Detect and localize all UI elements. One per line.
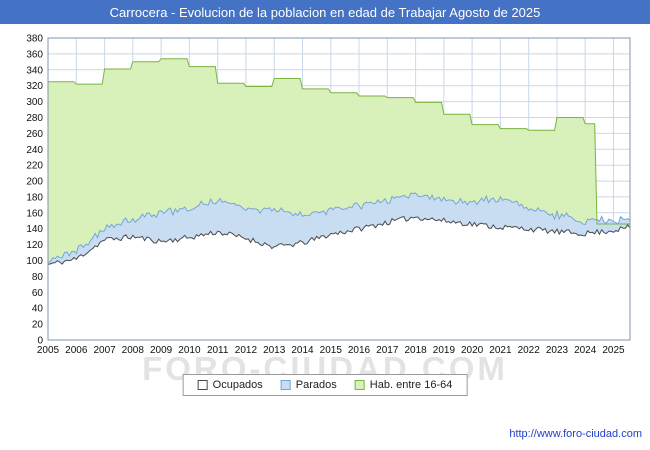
y-tick-label: 300 [26,97,43,108]
x-tick-label: 2020 [461,345,484,356]
x-tick-label: 2010 [178,345,201,356]
y-tick-label: 260 [26,129,43,140]
x-tick-label: 2023 [546,345,569,356]
x-tick-label: 2009 [150,345,173,356]
x-tick-label: 2013 [263,345,286,356]
x-tick-label: 2025 [602,345,625,356]
y-tick-label: 380 [26,34,43,45]
footer-url[interactable]: http://www.foro-ciudad.com [509,428,642,440]
x-tick-label: 2006 [65,345,88,356]
y-tick-label: 20 [32,320,44,331]
chart-svg: 0 20 40 60 80 100 120 140 160 180 200 220 240 260 280 3… [26,34,631,356]
y-tick-label: 280 [26,113,43,124]
x-tick-label: 2011 [207,345,229,356]
legend-item: Parados [280,379,337,391]
x-tick-label: 2012 [235,345,258,356]
y-tick-label: 100 [26,256,43,267]
x-tick-label: 2014 [291,345,314,356]
series-areas [48,58,630,340]
line-parados [47,192,631,263]
y-tick-label: 140 [26,224,43,235]
legend-swatch-ocupados [197,380,208,390]
title-bar: Carrocera - Evolucion de la poblacion en… [0,0,650,24]
area-ocupados [48,216,630,340]
page-title: Carrocera - Evolucion de la poblacion en… [109,4,541,20]
legend-label-ocupados: Ocupados [212,379,263,391]
x-tick-label: 2008 [122,345,145,356]
y-tick-label: 200 [26,177,43,188]
x-tick-label: 2021 [489,345,512,356]
y-tick-label: 340 [26,65,43,76]
y-tick-label: 360 [26,49,43,60]
legend: Ocupados Parados Hab. entre 16-64 [182,374,468,396]
y-tick-label: 240 [26,145,43,156]
y-tick-label: 220 [26,161,43,172]
y-tick-label: 160 [26,208,43,219]
y-tick-label: 80 [32,272,44,283]
legend-label-hab-16-64: Hab. entre 16-64 [369,379,453,391]
legend-swatch-parados [280,380,291,390]
line-hab-16-64 [48,58,630,225]
y-tick-label: 60 [32,288,44,299]
x-tick-label: 2017 [376,345,399,356]
x-tick-label: 2018 [404,345,427,356]
legend-item: Hab. entre 16-64 [354,379,453,391]
line-ocupados [47,215,631,265]
y-tick-label: 0 [37,336,43,347]
y-tick-label: 320 [26,81,43,92]
legend-swatch-hab-16-64 [354,380,365,390]
x-tick-label: 2024 [574,345,597,356]
x-tick-label: 2007 [93,345,116,356]
x-tick-label: 2015 [320,345,343,356]
series-lines [47,58,631,265]
y-tick-label: 180 [26,192,43,203]
x-tick-label: 2016 [348,345,371,356]
y-tick-label: 120 [26,240,43,251]
x-tick-label: 2019 [433,345,456,356]
x-tick-label: 2022 [518,345,541,356]
axes: 0 20 40 60 80 100 120 140 160 180 200 220 240 260 280 3… [26,34,631,356]
legend-label-parados: Parados [295,379,337,391]
x-tick-label: 2005 [37,345,60,356]
legend-item: Ocupados [197,379,263,391]
y-tick-label: 40 [32,304,44,315]
